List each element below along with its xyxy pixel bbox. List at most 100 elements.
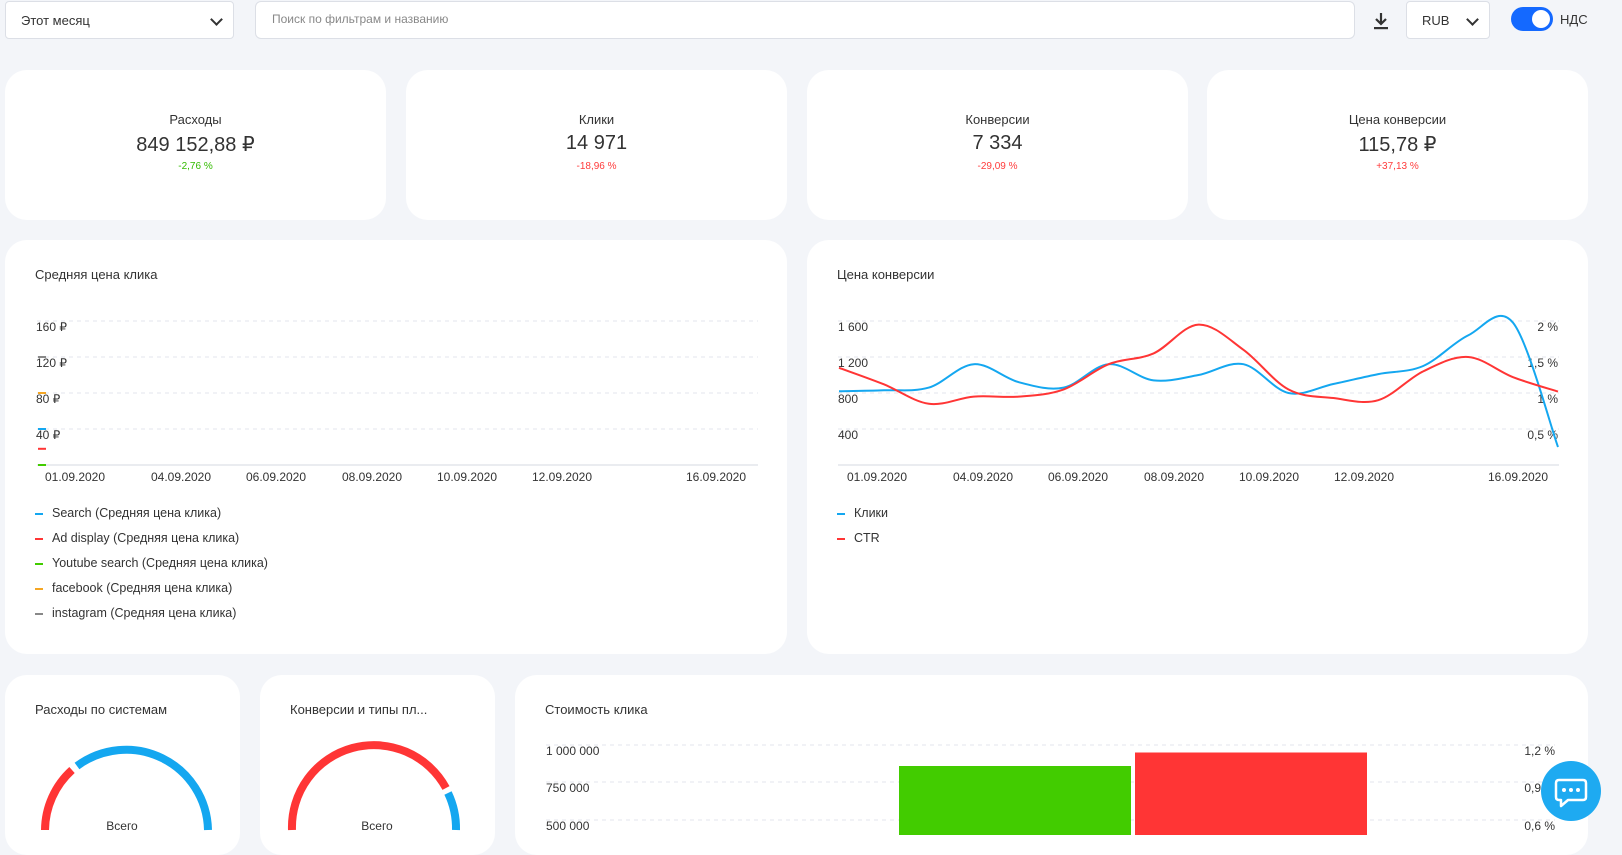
legend-label: Ad display (Средняя цена клика) — [52, 531, 240, 545]
x-tick-label: 16.09.2020 — [686, 470, 746, 484]
donut-segment — [444, 791, 461, 831]
y2-tick-label: 2 % — [1537, 320, 1558, 334]
legend-swatch — [35, 563, 43, 565]
donut-center-label: Всего — [106, 819, 138, 833]
conversion-price-chart: 1 600 1 200 800 400 2 % 1,5 % 1 % 0,5 % … — [838, 315, 1559, 484]
x-tick-label: 10.09.2020 — [437, 470, 497, 484]
x-tick-label: 16.09.2020 — [1488, 470, 1548, 484]
bar — [1135, 752, 1367, 835]
kpi-value: 14 971 — [565, 132, 628, 154]
expenses-donut-chart: Всего — [41, 745, 212, 833]
vat-toggle[interactable] — [1511, 7, 1553, 31]
donut-segment — [41, 767, 75, 831]
legend-label: Клики — [854, 506, 889, 520]
search-input[interactable] — [272, 12, 1332, 26]
chevron-down-icon — [1466, 13, 1479, 26]
currency-select[interactable]: RUB — [1406, 1, 1490, 39]
kpi-title: Конверсии — [965, 112, 1030, 127]
y-tick-label: 80 ₽ — [36, 392, 61, 406]
kpi-value: 7 334 — [972, 132, 1023, 154]
avg-click-price-card: Средняя цена клика 160 ₽ 120 ₽ 80 ₽ 40 ₽… — [5, 240, 787, 654]
kpi-delta: -29,09 % — [977, 161, 1018, 172]
x-tick-label: 08.09.2020 — [342, 470, 402, 484]
kpi-card-conversion-price: Цена конверсии 115,78 ₽ +37,13 % — [1207, 70, 1588, 220]
y-tick-label: 1 200 — [838, 356, 868, 370]
gridlines — [37, 320, 758, 430]
search-field[interactable] — [255, 1, 1355, 39]
conversion-price-card: Цена конверсии 1 600 1 200 800 400 2 % 1… — [807, 240, 1588, 654]
avg-click-price-chart: 160 ₽ 120 ₽ 80 ₽ 40 ₽ 01.09.2020 04.09.2… — [36, 320, 758, 484]
y-tick-label: 750 000 — [546, 781, 590, 795]
kpi-title: Расходы — [169, 112, 222, 127]
chevron-down-icon — [210, 13, 223, 26]
conversions-types-card: Конверсии и типы пл... Всего — [260, 675, 495, 855]
card-title: Стоимость клика — [545, 702, 648, 717]
kpi-value: 115,78 ₽ — [1358, 134, 1437, 156]
kpi-card-expenses: Расходы 849 152,88 ₽ -2,76 % — [5, 70, 386, 220]
legend-swatch — [35, 513, 43, 515]
series-line — [838, 315, 1559, 448]
currency-select-value: RUB — [1422, 13, 1450, 28]
donut-segment — [287, 741, 450, 831]
legend-label: facebook (Средняя цена клика) — [52, 581, 233, 595]
click-cost-chart: 1 000 000 750 000 500 000 1,2 % 0,9 % 0,… — [546, 744, 1555, 835]
donut-segment — [74, 745, 212, 831]
card-title: Расходы по системам — [35, 702, 168, 717]
toggle-knob — [1532, 10, 1550, 28]
legend-swatch — [35, 613, 43, 615]
kpi-value: 849 152,88 ₽ — [136, 134, 255, 156]
kpi-delta: +37,13 % — [1376, 161, 1419, 172]
y-tick-label: 1 600 — [838, 320, 868, 334]
y-tick-label: 40 ₽ — [36, 428, 61, 442]
y2-tick-label: 0,6 % — [1524, 819, 1555, 833]
legend-swatch — [837, 538, 845, 540]
legend-label: instagram (Средняя цена клика) — [52, 606, 237, 620]
y2-tick-label: 0,5 % — [1527, 428, 1558, 442]
legend-swatch — [35, 538, 43, 540]
series-line — [838, 323, 1559, 406]
download-icon[interactable] — [1370, 10, 1392, 32]
period-select-value: Этот месяц — [21, 13, 90, 28]
card-title: Конверсии и типы пл... — [290, 702, 428, 717]
x-tick-label: 04.09.2020 — [953, 470, 1013, 484]
chat-bubble-icon — [1554, 778, 1588, 808]
legend-label: CTR — [854, 531, 880, 545]
x-tick-label: 12.09.2020 — [1334, 470, 1394, 484]
period-select[interactable]: Этот месяц — [5, 1, 234, 39]
x-tick-label: 06.09.2020 — [1048, 470, 1108, 484]
card-title: Цена конверсии — [837, 267, 935, 282]
x-tick-label: 04.09.2020 — [151, 470, 211, 484]
y2-tick-label: 1,2 % — [1524, 744, 1555, 758]
y2-tick-label: 1,5 % — [1527, 356, 1558, 370]
conversions-donut-chart: Всего — [287, 741, 461, 833]
kpi-delta: -2,76 % — [178, 161, 213, 172]
y-tick-label: 1 000 000 — [546, 744, 600, 758]
x-tick-label: 01.09.2020 — [45, 470, 105, 484]
y-tick-label: 160 ₽ — [36, 320, 67, 334]
legend-swatch — [837, 513, 845, 515]
expenses-by-system-card: Расходы по системам Всего — [5, 675, 240, 855]
bar — [899, 766, 1131, 835]
legend-swatch — [35, 588, 43, 590]
x-tick-label: 01.09.2020 — [847, 470, 907, 484]
card-title: Средняя цена клика — [35, 267, 158, 282]
y-tick-label: 800 — [838, 392, 858, 406]
kpi-delta: -18,96 % — [576, 161, 617, 172]
x-tick-label: 12.09.2020 — [532, 470, 592, 484]
x-tick-label: 08.09.2020 — [1144, 470, 1204, 484]
y-tick-label: 500 000 — [546, 819, 590, 833]
x-tick-label: 10.09.2020 — [1239, 470, 1299, 484]
x-tick-label: 06.09.2020 — [246, 470, 306, 484]
kpi-card-conversions: Конверсии 7 334 -29,09 % — [807, 70, 1188, 220]
vat-label: НДС — [1560, 12, 1588, 27]
legend-label: Search (Средняя цена клика) — [52, 506, 222, 520]
kpi-title: Цена конверсии — [1348, 112, 1447, 127]
y-tick-label: 120 ₽ — [36, 356, 67, 370]
chat-button[interactable] — [1541, 761, 1601, 821]
click-cost-card: Стоимость клика 1 000 000 750 000 500 00… — [515, 675, 1588, 855]
y-tick-label: 400 — [838, 428, 858, 442]
kpi-card-clicks: Клики 14 971 -18,96 % — [406, 70, 787, 220]
legend-label: Youtube search (Средняя цена клика) — [52, 556, 268, 570]
donut-center-label: Всего — [361, 819, 393, 833]
kpi-title: Клики — [578, 112, 615, 127]
